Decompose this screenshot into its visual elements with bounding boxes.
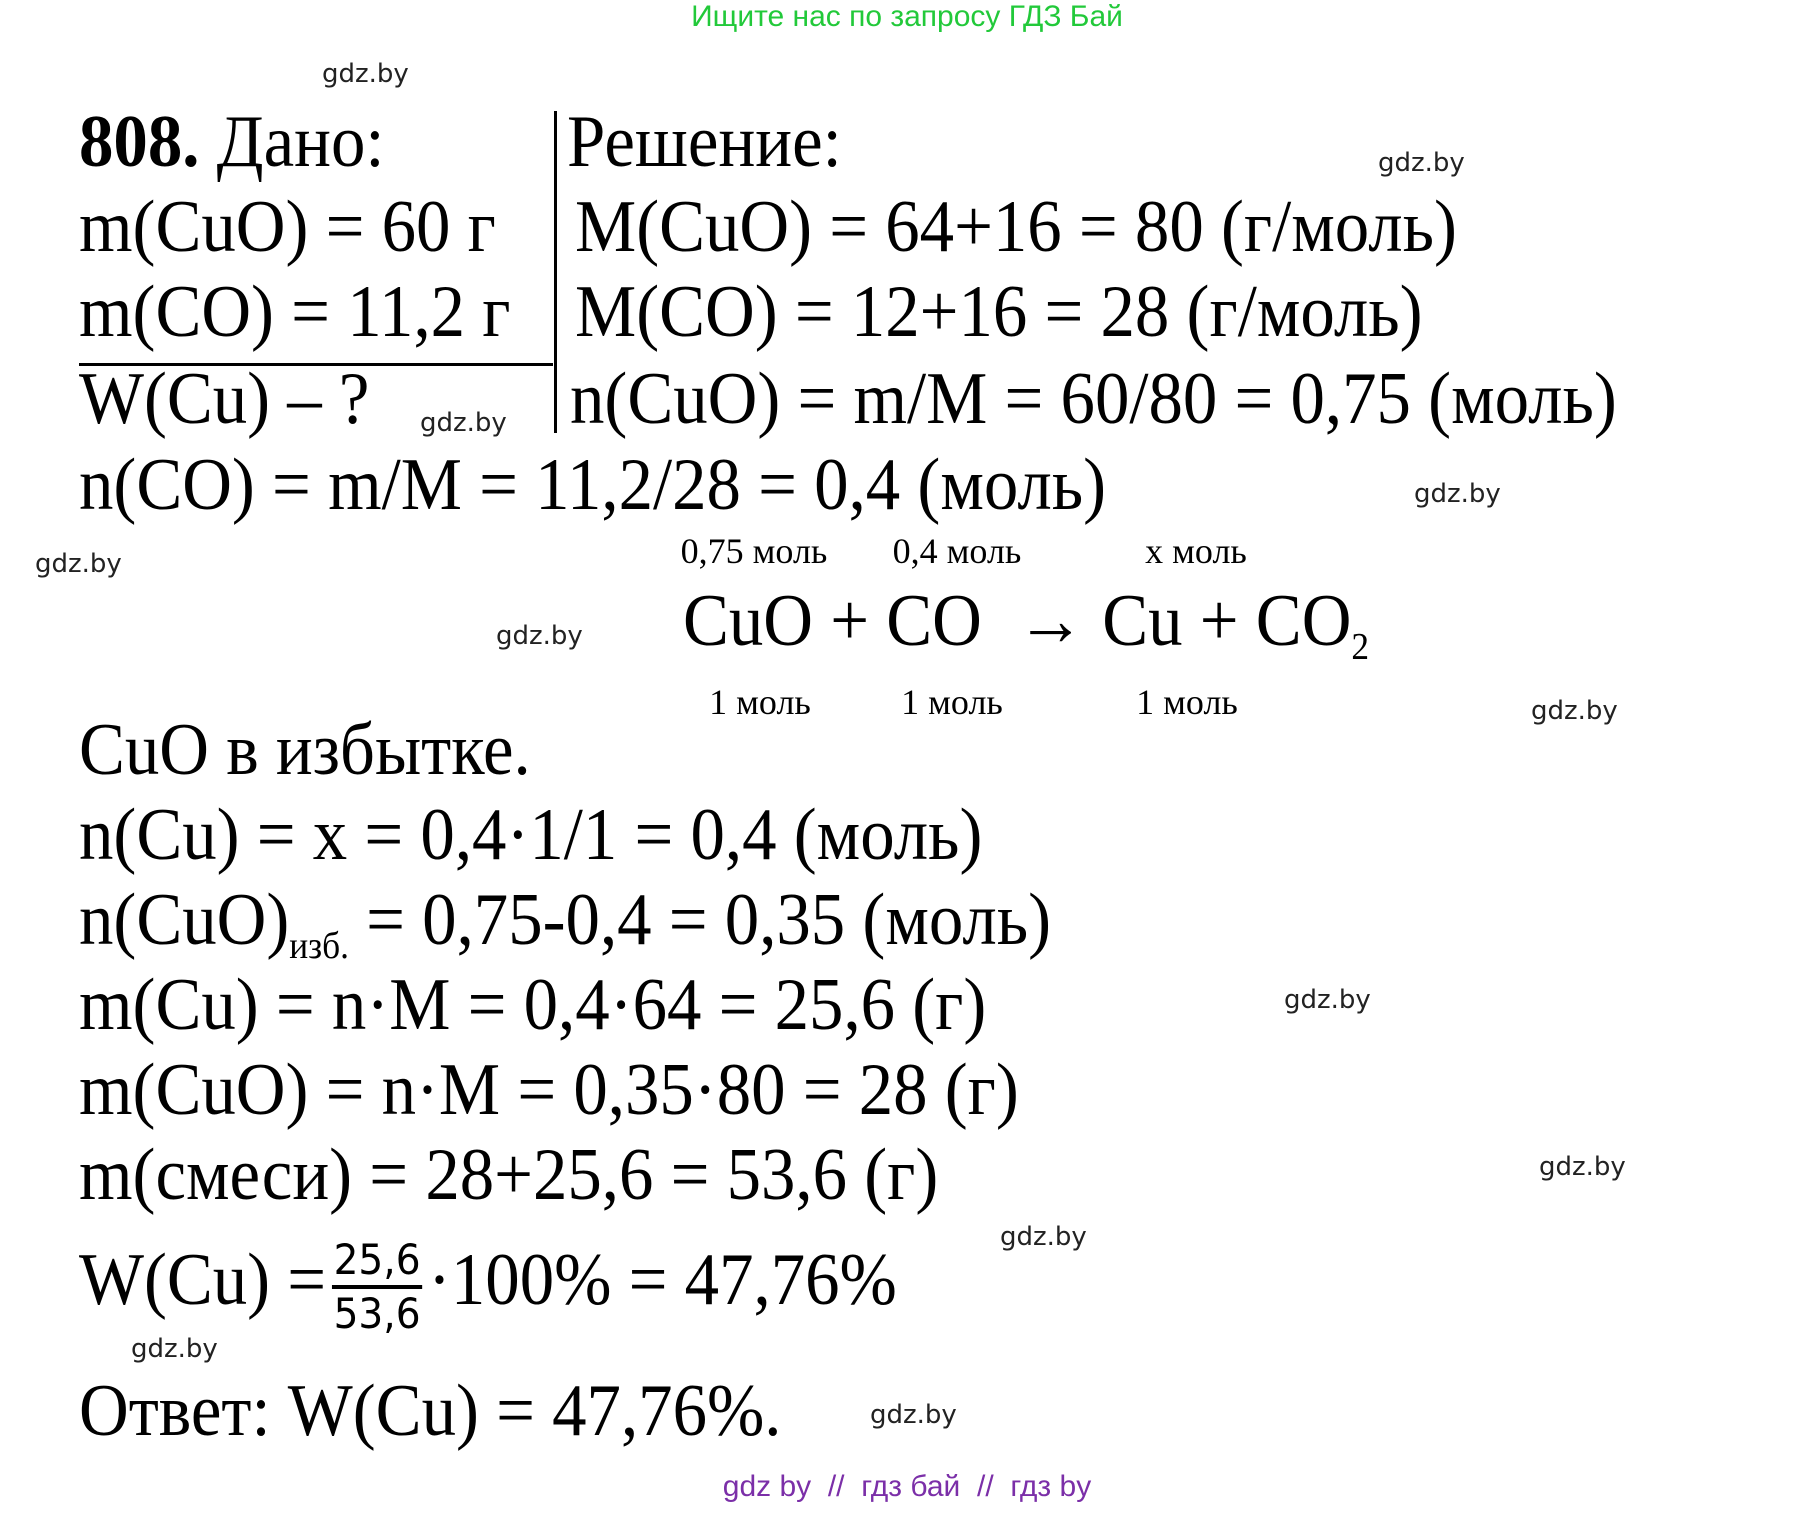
mass-mixture: m(смеси) = 28+25,6 = 53,6 (г) bbox=[79, 1134, 939, 1216]
eq-above-cuo: 0,75 моль bbox=[680, 531, 828, 571]
watermark: gdz.by bbox=[420, 408, 507, 438]
moles-co: n(CO) = m/M = 11,2/28 = 0,4 (моль) bbox=[79, 444, 1107, 526]
answer: Ответ: W(Cu) = 47,76%. bbox=[79, 1370, 782, 1452]
watermark: gdz.by bbox=[131, 1334, 218, 1364]
fraction-numerator: 25,6 bbox=[331, 1235, 423, 1290]
mass-cu: m(Cu) = n·M = 0,4·64 = 25,6 (г) bbox=[79, 964, 987, 1046]
eq-below-cu: 1 моль bbox=[1136, 682, 1238, 722]
ncuo-label: n(CuO) bbox=[79, 879, 290, 961]
watermark: gdz.by bbox=[496, 621, 583, 651]
header-banner: Ищите нас по запросу ГДЗ Бай bbox=[691, 0, 1123, 33]
w-value: ·100% = 47,76% bbox=[427, 1239, 897, 1321]
given-mass-co: m(CO) = 11,2 г bbox=[79, 271, 511, 353]
ncuo-value: = 0,75-0,4 = 0,35 (моль) bbox=[348, 879, 1052, 961]
equation-main: CuO + CO → Cu + CO bbox=[683, 580, 1352, 662]
given-label: Дано: bbox=[216, 101, 385, 183]
watermark: gdz.by bbox=[1378, 148, 1465, 178]
moles-cu: n(Cu) = x = 0,4·1/1 = 0,4 (моль) bbox=[79, 794, 983, 876]
eq-above-co: 0,4 моль bbox=[892, 531, 1022, 571]
equation-subscript: 2 bbox=[1351, 626, 1370, 668]
reaction-equation: CuO + CO → Cu + CO2 bbox=[683, 584, 1369, 684]
watermark: gdz.by bbox=[1414, 479, 1501, 509]
watermark: gdz.by bbox=[322, 59, 409, 89]
given-mass-cuo: m(CuO) = 60 г bbox=[79, 186, 496, 268]
watermark: gdz.by bbox=[1531, 696, 1618, 726]
excess-statement: CuO в избытке. bbox=[79, 709, 531, 791]
watermark: gdz.by bbox=[1539, 1152, 1626, 1182]
eq-below-co: 1 моль bbox=[901, 682, 1003, 722]
excess-subscript: изб. bbox=[289, 925, 349, 967]
find-quantity: W(Cu) – ? bbox=[79, 358, 370, 440]
molar-mass-cuo: M(CuO) = 64+16 = 80 (г/моль) bbox=[575, 186, 1457, 268]
watermark: gdz.by bbox=[1284, 985, 1371, 1015]
moles-cuo: n(CuO) = m/M = 60/80 = 0,75 (моль) bbox=[570, 358, 1617, 440]
problem-number: 808. bbox=[79, 101, 200, 183]
mass-fraction-cu: W(Cu) = 25,6 53,6·100% = 47,76% bbox=[79, 1222, 897, 1339]
mass-cuo: m(CuO) = n·M = 0,35·80 = 28 (г) bbox=[79, 1049, 1019, 1131]
given-solution-divider bbox=[554, 111, 557, 433]
footer-links[interactable]: gdz by // гдз бай // гдз by bbox=[722, 1470, 1092, 1503]
fraction: 25,6 53,6 bbox=[331, 1235, 423, 1339]
eq-below-cuo: 1 моль bbox=[709, 682, 811, 722]
molar-mass-co: M(CO) = 12+16 = 28 (г/моль) bbox=[575, 271, 1423, 353]
watermark: gdz.by bbox=[35, 549, 122, 579]
moles-cuo-excess: n(CuO)изб. = 0,75-0,4 = 0,35 (моль) bbox=[79, 883, 1051, 983]
solution-label: Решение: bbox=[567, 101, 842, 183]
w-label: W(Cu) = bbox=[79, 1239, 327, 1321]
watermark: gdz.by bbox=[870, 1400, 957, 1430]
fraction-denominator: 53,6 bbox=[333, 1289, 421, 1339]
watermark: gdz.by bbox=[1000, 1222, 1087, 1252]
given-divider bbox=[79, 363, 553, 366]
eq-above-cu: х моль bbox=[1145, 531, 1247, 571]
problem-heading: 808. Дано: bbox=[79, 105, 384, 179]
